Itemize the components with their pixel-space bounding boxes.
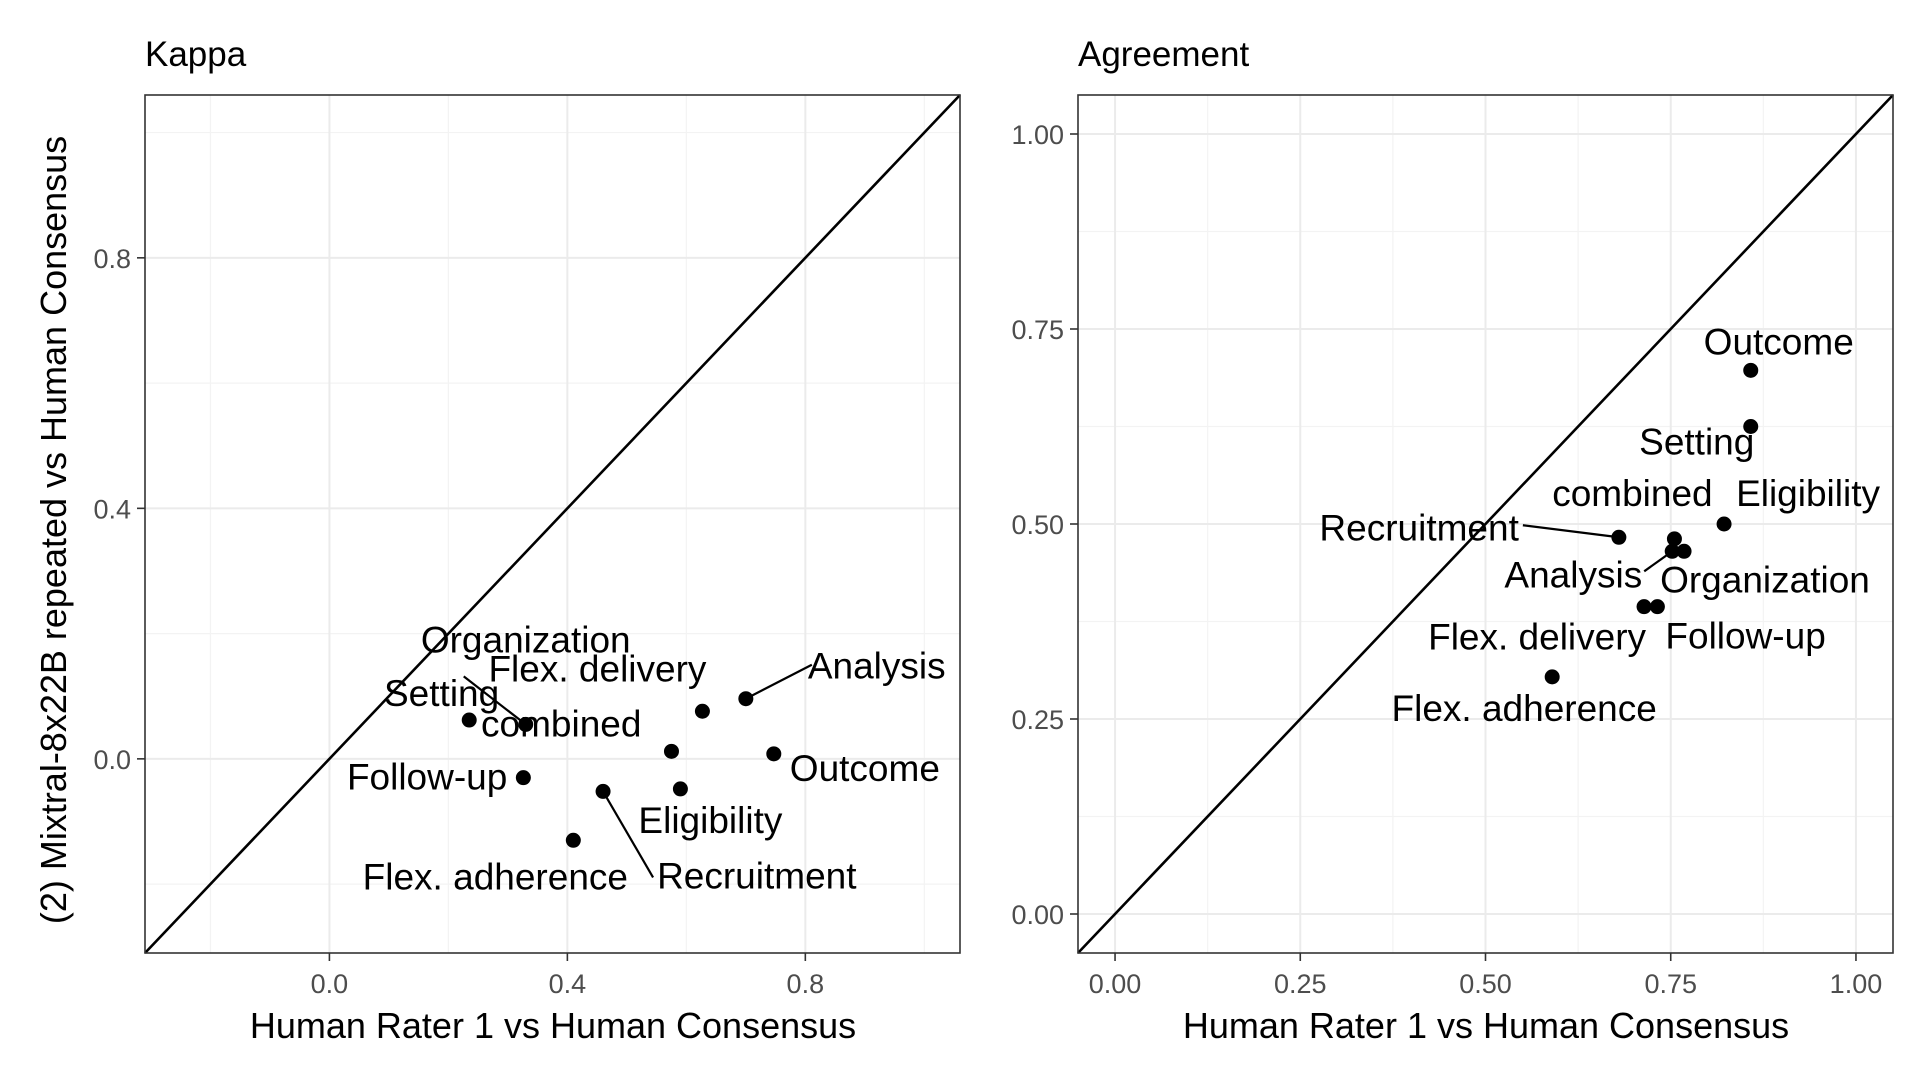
agreement-label-follow-up: Follow-up [1665,616,1825,657]
kappa-point-outcome [766,746,782,762]
agreement-label-organization: Organization [1660,559,1870,600]
kappa-leader-recruitment [602,790,655,878]
agreement-plot-area: 0.00 0.25 0.50 0.75 1.00 0.00 0.25 0.50 0.75 1.00… [1011,94,1894,999]
kappa-point-flex-delivery [694,703,710,719]
kappa-label-organization: Organization [421,619,631,660]
kappa-panel: Kappa Human Rater 1 vs Human Consensus 0… [93,35,961,1046]
agreement-leader-recruitment [1522,524,1620,539]
agreement-x-tick-label: 0.50 [1459,969,1512,999]
kappa-point-organization [518,716,534,732]
agreement-panel-border [1077,94,1894,954]
kappa-point-analysis [738,691,754,707]
agreement-point-follow-up [1649,599,1665,615]
shared-y-axis-title: (2) Mixtral-8x22B repeated vs Human Cons… [33,136,74,924]
agreement-point-flex-adherence [1544,669,1560,685]
kappa-label-analysis: Analysis [808,646,946,687]
kappa-y-tick-label: 0.0 [93,745,131,775]
kappa-x-axis-title: Human Rater 1 vs Human Consensus [250,1005,856,1046]
kappa-point-follow-up [515,770,531,786]
kappa-label-eligibility: Eligibility [638,800,782,841]
agreement-label-flex-delivery: Flex. delivery [1428,617,1646,658]
agreement-label-combined: combined [1552,473,1712,514]
agreement-y-tick-label: 0.50 [1011,510,1064,540]
kappa-label-outcome: Outcome [790,748,940,789]
agreement-y-tick-label: 1.00 [1011,120,1064,150]
agreement-point-outcome [1743,362,1759,378]
agreement-label-outcome: Outcome [1704,321,1854,362]
agreement-label-recruitment: Recruitment [1319,507,1519,548]
kappa-label-recruitment: Recruitment [657,855,857,896]
kappa-label-setting: Setting [384,673,499,714]
kappa-panel-title: Kappa [145,35,247,74]
kappa-identity-line [144,94,961,954]
agreement-x-tick-label: 0.75 [1644,969,1697,999]
kappa-x-tick-label: 0.4 [549,969,587,999]
kappa-point-flex-adherence [565,832,581,848]
agreement-x-tick-label: 1.00 [1830,969,1883,999]
agreement-point-flex-delivery [1636,599,1652,615]
agreement-label-analysis: Analysis [1504,554,1642,595]
agreement-point-analysis [1664,543,1680,559]
kappa-point-recruitment [595,783,611,799]
kappa-panel-border [144,94,961,954]
kappa-label-combined: combined [481,703,641,744]
agreement-y-tick-label: 0.00 [1011,900,1064,930]
agreement-y-tick-label: 0.75 [1011,315,1064,345]
kappa-plot-area: 0.0 0.4 0.8 0.0 0.4 0.8 Organization Settingcom… [93,94,961,999]
kappa-label-follow-up: Follow-up [347,757,507,798]
kappa-x-tick-label: 0.0 [311,969,349,999]
agreement-panel: Agreement Human Rater 1 vs Human Consens… [1011,35,1894,1046]
kappa-x-tick-label: 0.8 [787,969,825,999]
kappa-point-eligibility [672,781,688,797]
agreement-point-eligibility [1716,516,1732,532]
agreement-point-setting [1743,419,1759,434]
agreement-y-tick-label: 0.25 [1011,705,1064,735]
agreement-identity-line [1077,94,1894,954]
kappa-leader-organization [463,675,527,726]
kappa-point-combined [663,743,679,759]
agreement-x-tick-label: 0.25 [1274,969,1327,999]
kappa-y-tick-label: 0.8 [93,244,131,274]
agreement-x-tick-label: 0.00 [1089,969,1142,999]
agreement-label-setting: Setting [1639,422,1754,463]
kappa-label-flex-adherence: Flex. adherence [363,856,628,897]
kappa-point-setting [461,712,477,728]
agreement-point-organization [1676,543,1692,559]
agreement-x-axis-title: Human Rater 1 vs Human Consensus [1183,1005,1789,1046]
agreement-point-combined [1666,531,1682,547]
agreement-panel-title: Agreement [1078,35,1249,74]
agreement-point-recruitment [1611,529,1627,545]
kappa-label-flex-delivery: Flex. delivery [488,648,706,689]
agreement-label-eligibility: Eligibility [1736,473,1880,514]
kappa-leader-analysis [745,663,813,700]
agreement-label-flex-adherence: Flex. adherence [1392,688,1657,729]
kappa-y-tick-label: 0.4 [93,494,131,524]
